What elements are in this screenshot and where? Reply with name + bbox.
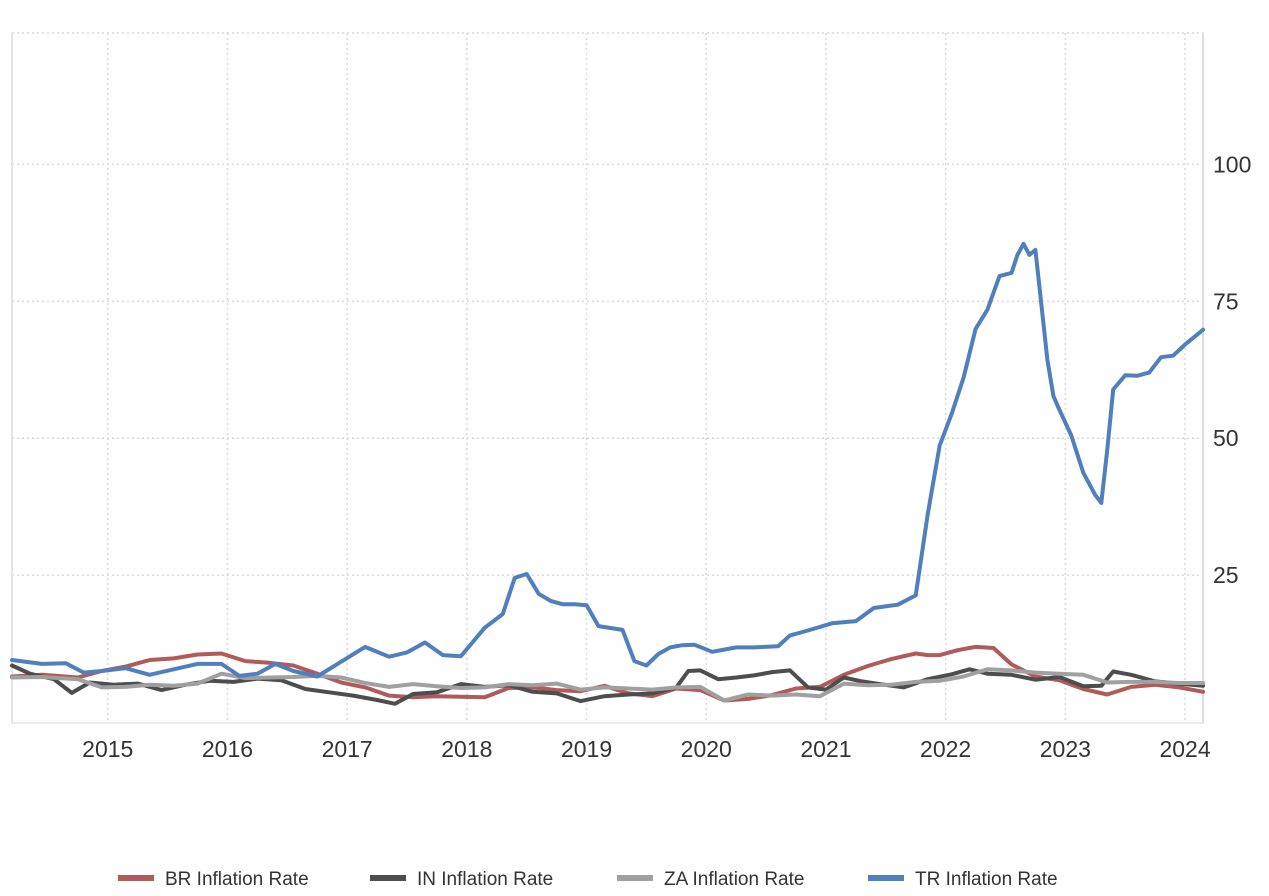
x-tick-label: 2022 (920, 736, 971, 762)
legend-label: IN Inflation Rate (417, 869, 553, 890)
series-lines (10, 241, 1205, 706)
x-tick-labels: 2015 2016 2017 2018 2019 2020 2021 2022 2023 2024 (82, 736, 1211, 762)
axes (11, 33, 1204, 724)
legend-item[interactable]: ZA Inflation Rate (617, 869, 804, 890)
series-line-za-inflation-rate (10, 667, 1205, 703)
x-tick-label: 2019 (561, 736, 612, 762)
x-tick-label: 2016 (202, 736, 253, 762)
x-tick-label: 2023 (1040, 736, 1091, 762)
y-tick-label: 75 (1213, 288, 1239, 314)
series-line-br-inflation-rate (10, 644, 1205, 703)
x-tick-label: 2017 (322, 736, 373, 762)
y-tick-label: 25 (1213, 562, 1239, 588)
x-tick-label: 2021 (800, 736, 851, 762)
y-tick-labels: 25 50 75 100 (1213, 151, 1251, 588)
legend-label: ZA Inflation Rate (664, 869, 804, 890)
legend-item[interactable]: TR Inflation Rate (868, 869, 1058, 890)
grid-lines (12, 32, 1203, 723)
series-line-tr-inflation-rate (10, 241, 1205, 679)
x-tick-label: 2018 (441, 736, 492, 762)
x-tick-label: 2024 (1159, 736, 1210, 762)
legend-item[interactable]: IN Inflation Rate (370, 869, 553, 890)
x-tick-label: 2015 (82, 736, 133, 762)
legend-item[interactable]: BR Inflation Rate (118, 869, 309, 890)
x-tick-label: 2020 (681, 736, 732, 762)
y-tick-label: 50 (1213, 425, 1239, 451)
series-line-in-inflation-rate (10, 663, 1205, 706)
y-tick-label: 100 (1213, 151, 1251, 177)
legend-label: TR Inflation Rate (915, 869, 1058, 890)
legend: BR Inflation Rate IN Inflation Rate ZA Inf… (118, 869, 1058, 890)
legend-label: BR Inflation Rate (165, 869, 309, 890)
